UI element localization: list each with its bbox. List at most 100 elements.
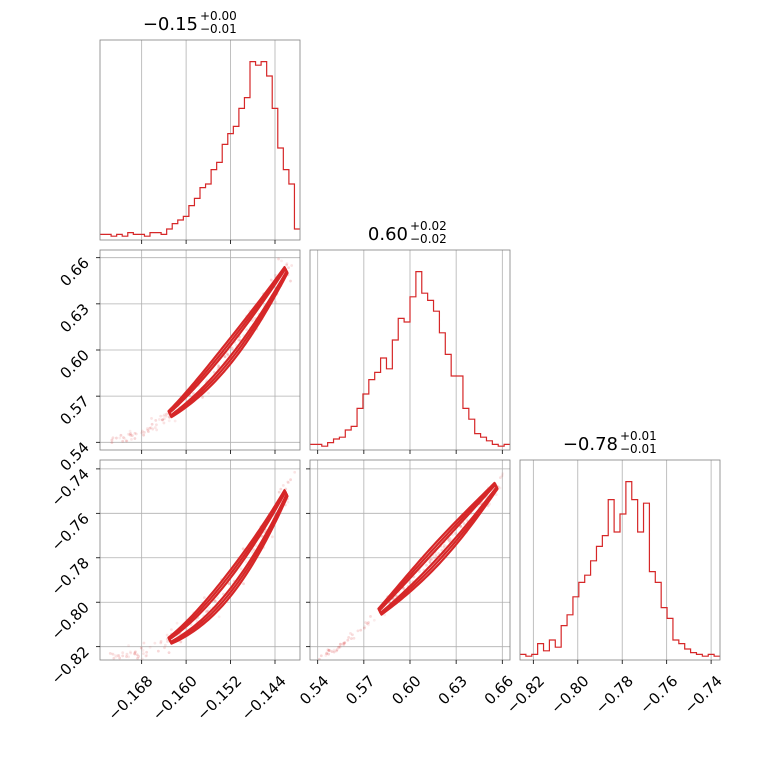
- sample-point: [192, 392, 195, 395]
- x-tick-label: −0.74: [681, 672, 726, 717]
- sample-point: [112, 656, 116, 660]
- sample-point: [217, 364, 221, 368]
- sample-point: [141, 649, 145, 652]
- sample-point: [167, 651, 171, 655]
- sample-point: [372, 618, 376, 622]
- y-tick-label: −0.76: [48, 509, 93, 554]
- sample-point: [498, 486, 502, 490]
- sample-point: [159, 641, 163, 645]
- sample-point: [462, 522, 466, 526]
- sample-point: [367, 623, 370, 627]
- sample-point: [206, 609, 209, 613]
- sample-point: [260, 534, 264, 538]
- sample-point: [335, 648, 339, 651]
- sample-point: [342, 641, 346, 645]
- sample-point: [135, 653, 139, 657]
- contour-level-3: [168, 267, 288, 417]
- sample-point: [327, 652, 330, 656]
- sample-point: [429, 558, 432, 561]
- sample-point: [121, 651, 125, 655]
- sample-point: [337, 645, 340, 649]
- sample-point: [142, 433, 146, 437]
- y-tick-label: 0.63: [56, 300, 92, 336]
- sample-point: [285, 263, 289, 267]
- sample-point: [241, 547, 245, 551]
- sample-point: [440, 548, 444, 552]
- sample-point: [134, 650, 137, 654]
- sample-point: [139, 646, 143, 650]
- sample-point: [151, 427, 155, 431]
- x-tick-label: −0.168: [104, 672, 156, 724]
- sample-point: [217, 615, 221, 619]
- sample-point: [289, 478, 292, 482]
- sample-point: [156, 649, 160, 653]
- sample-point: [133, 650, 137, 654]
- sample-point: [252, 548, 256, 552]
- sample-point: [146, 428, 150, 432]
- sample-point: [217, 365, 221, 369]
- sample-point: [163, 413, 166, 417]
- sample-point: [293, 470, 297, 474]
- sample-point: [150, 422, 154, 426]
- sample-point: [417, 570, 421, 574]
- sample-point: [395, 594, 399, 598]
- sample-point: [142, 652, 145, 656]
- sample-point: [226, 353, 230, 357]
- sample-point: [179, 640, 183, 644]
- sample-point: [501, 472, 505, 476]
- sample-point: [165, 412, 169, 416]
- sample-point: [394, 594, 398, 598]
- sample-point: [343, 641, 347, 645]
- sample-point: [128, 650, 132, 654]
- sample-point: [227, 582, 231, 586]
- sample-point: [113, 654, 117, 657]
- sample-point: [125, 439, 129, 443]
- sample-point: [437, 552, 441, 555]
- sample-point: [477, 505, 480, 508]
- y-tick-label: 0.57: [56, 392, 92, 428]
- scatter-p0-p2: [108, 470, 297, 664]
- sample-point: [352, 636, 356, 640]
- sample-point: [244, 560, 248, 564]
- sample-point: [500, 474, 504, 478]
- sample-point: [364, 621, 367, 624]
- sample-point: [167, 415, 171, 419]
- sample-point: [125, 652, 129, 656]
- sample-point: [223, 355, 227, 359]
- x-tick-label: −0.76: [636, 672, 681, 717]
- sample-point: [242, 582, 245, 586]
- sample-point: [367, 621, 370, 624]
- title-p1-minus: −0.02: [410, 232, 447, 246]
- sample-point: [442, 543, 446, 547]
- sample-point: [383, 613, 387, 617]
- sample-point: [365, 622, 369, 626]
- sample-point: [213, 599, 216, 603]
- sample-point: [430, 558, 434, 561]
- sample-point: [362, 626, 366, 630]
- sample-point: [347, 636, 351, 639]
- sample-point: [280, 259, 283, 263]
- sample-point: [369, 615, 372, 618]
- sample-point: [204, 610, 208, 614]
- sample-point: [208, 606, 212, 610]
- sample-point: [145, 650, 149, 654]
- sample-point: [142, 641, 146, 645]
- sample-point: [122, 661, 125, 664]
- sample-point: [118, 436, 122, 440]
- title-p1-plus: +0.02: [410, 219, 447, 233]
- sample-point: [141, 657, 144, 660]
- title-p1-median: 0.60: [368, 224, 408, 245]
- histogram-p1: [310, 271, 510, 447]
- sample-point: [128, 433, 131, 436]
- sample-point: [216, 596, 220, 600]
- sample-point: [356, 629, 360, 633]
- sample-point: [335, 649, 338, 653]
- sample-point: [402, 586, 406, 590]
- sample-point: [126, 432, 130, 436]
- sample-point: [136, 656, 139, 660]
- sample-point: [133, 652, 137, 656]
- sample-point: [327, 649, 331, 652]
- sample-point: [111, 436, 115, 440]
- sample-point: [127, 644, 130, 647]
- sample-point: [351, 633, 354, 637]
